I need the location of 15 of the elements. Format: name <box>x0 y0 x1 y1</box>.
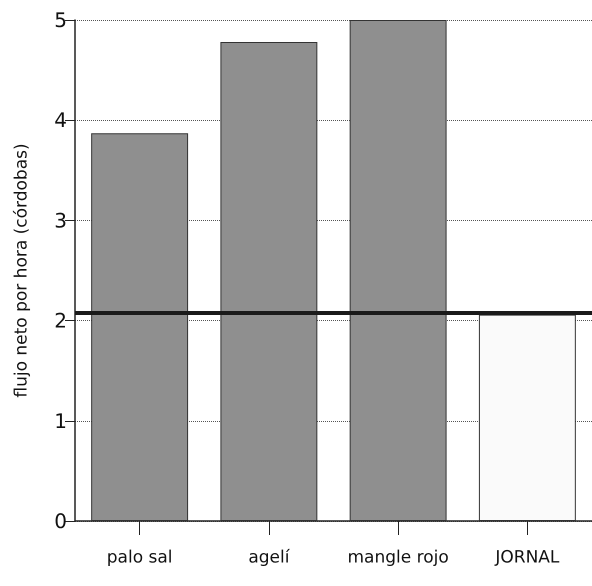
x-tick-label: palo sal <box>106 548 172 568</box>
bar <box>220 42 318 521</box>
y-tick-label: 3 <box>54 208 67 232</box>
bar <box>350 20 447 521</box>
y-tick-label: 5 <box>54 8 67 32</box>
y-axis-title: flujo neto por hora (córdobas) <box>12 143 32 398</box>
bar <box>91 133 188 521</box>
y-tick-label: 2 <box>54 308 67 333</box>
x-tick-label: JORNAL <box>494 548 560 568</box>
y-tick-label: 1 <box>54 408 67 433</box>
y-tick-label: 4 <box>54 108 67 132</box>
x-tick-label: agelí <box>248 548 291 568</box>
x-tick-label: mangle rojo <box>347 548 449 568</box>
y-tick-label: 0 <box>54 509 67 533</box>
bar <box>478 314 576 521</box>
